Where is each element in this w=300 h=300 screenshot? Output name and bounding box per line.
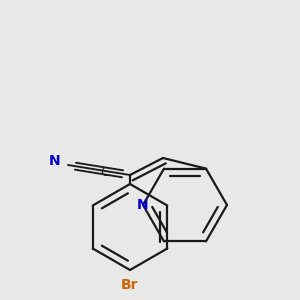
Text: C: C [100, 166, 109, 178]
Text: Br: Br [121, 278, 139, 292]
Text: N: N [49, 154, 61, 168]
Text: N: N [137, 198, 149, 212]
